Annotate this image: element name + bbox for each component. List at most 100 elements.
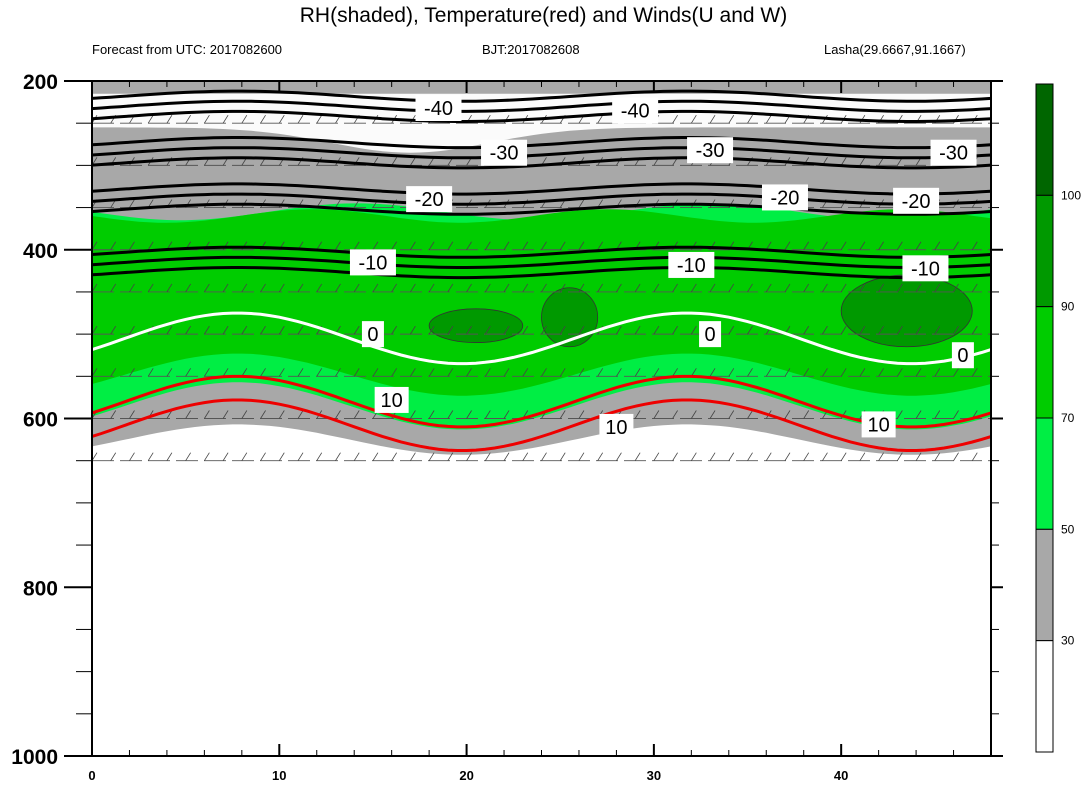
wind-barb [410,283,416,293]
colorbar-segment [1035,194,1054,308]
wind-barb [391,452,398,461]
wind-barb [840,157,847,166]
temp-label-group: -10 [349,249,396,276]
wind-barb [278,114,285,124]
wind-barb [822,81,823,82]
wind-barb [447,368,454,377]
wind-barb [335,81,336,82]
wind-barb [690,410,697,419]
wind-barb [335,241,341,250]
wind-barb [204,452,210,461]
x-tick-label: 0 [88,768,95,783]
wind-barb [353,283,360,293]
wind-barb [747,114,753,124]
temp-contour-m40-2 [92,109,991,123]
wind-barb [166,452,173,461]
x-tick-label: 30 [647,768,661,783]
wind-barb [428,283,435,293]
wind-barb [503,410,510,419]
wind-barb [260,325,266,335]
wind-barb [634,410,641,419]
temp-label--20: -20 [771,187,800,209]
temp-label-box [902,255,949,282]
wind-barb [840,325,847,335]
wind-barb [428,410,435,419]
wind-barb [204,325,210,335]
wind-barb [260,452,266,461]
wind-barb [241,325,248,335]
wind-barb [728,283,735,293]
wind-barb [410,157,416,166]
wind-barb [541,325,547,335]
wind-barb [428,368,435,377]
wind-barb [822,325,828,335]
temp-label-box [861,411,896,438]
x-tick-label: 20 [459,768,473,783]
wind-barb [803,283,810,293]
wind-barb [878,368,884,377]
temp-label-box [893,187,940,214]
wind-barb [129,410,135,419]
temp-label-group: -20 [406,186,453,213]
wind-barb [616,81,617,82]
wind-barb [147,283,154,293]
wind-barb [503,325,510,335]
colorbar-segment [1035,528,1054,642]
wind-barb [803,241,810,250]
wind-barb [578,283,585,293]
wind-barb [578,199,585,208]
wind-barb [728,114,735,124]
chart-title: RH(shaded), Temperature(red) and Winds(U… [299,4,788,27]
wind-barb [690,283,697,293]
wind-barb [915,325,922,335]
temp-label-box [481,139,528,166]
rh-dry-top [92,81,991,153]
temp-label-box [599,413,634,440]
wind-barb [840,452,847,461]
wind-barb [672,410,678,419]
wind-barb [278,452,285,461]
colorbar: 30 50 70 90 100 [1035,83,1081,753]
temp-label--40: -40 [424,98,453,120]
wind-barb [691,81,692,82]
wind-barb [803,325,810,335]
wind-barb [148,81,149,82]
wind-barb [916,81,917,82]
wind-barb [147,241,154,250]
wind-barb [559,410,566,419]
wind-barb [971,368,978,377]
wind-barb [971,241,978,250]
wind-barb [185,452,191,461]
temp-contour-m10-2 [92,266,991,280]
temp-contour-m30-2 [92,156,991,170]
wind-barb [634,452,641,461]
wind-barb [129,199,135,208]
wind-barb [503,241,510,250]
wind-barb [859,452,866,461]
temp-label--10: -10 [677,255,706,277]
wind-barb [372,368,379,377]
wind-barb [709,114,716,124]
wind-barb [110,410,117,419]
wind-barb [278,283,285,293]
temp-label-box [415,95,462,121]
wind-barb [316,114,323,124]
wind-barb [765,452,772,461]
wind-barb [391,157,398,166]
x-tick-label: 40 [834,768,848,783]
wind-barb [204,368,210,377]
wind-barb [372,283,379,293]
temp-contour-m20-2 [92,202,991,216]
wind-barb [559,452,566,461]
wind-barb [616,368,622,377]
wind-barb [504,81,505,82]
wind-barb [953,81,955,82]
forecast-subtitle: Forecast from UTC: 2017082600 [92,42,283,57]
wind-barb [297,325,304,335]
wind-barb [185,114,191,124]
wind-barb [953,241,959,250]
wind-barb [541,241,547,250]
wind-barb [316,452,323,461]
wind-barb [372,81,374,82]
wind-barb [859,368,866,377]
